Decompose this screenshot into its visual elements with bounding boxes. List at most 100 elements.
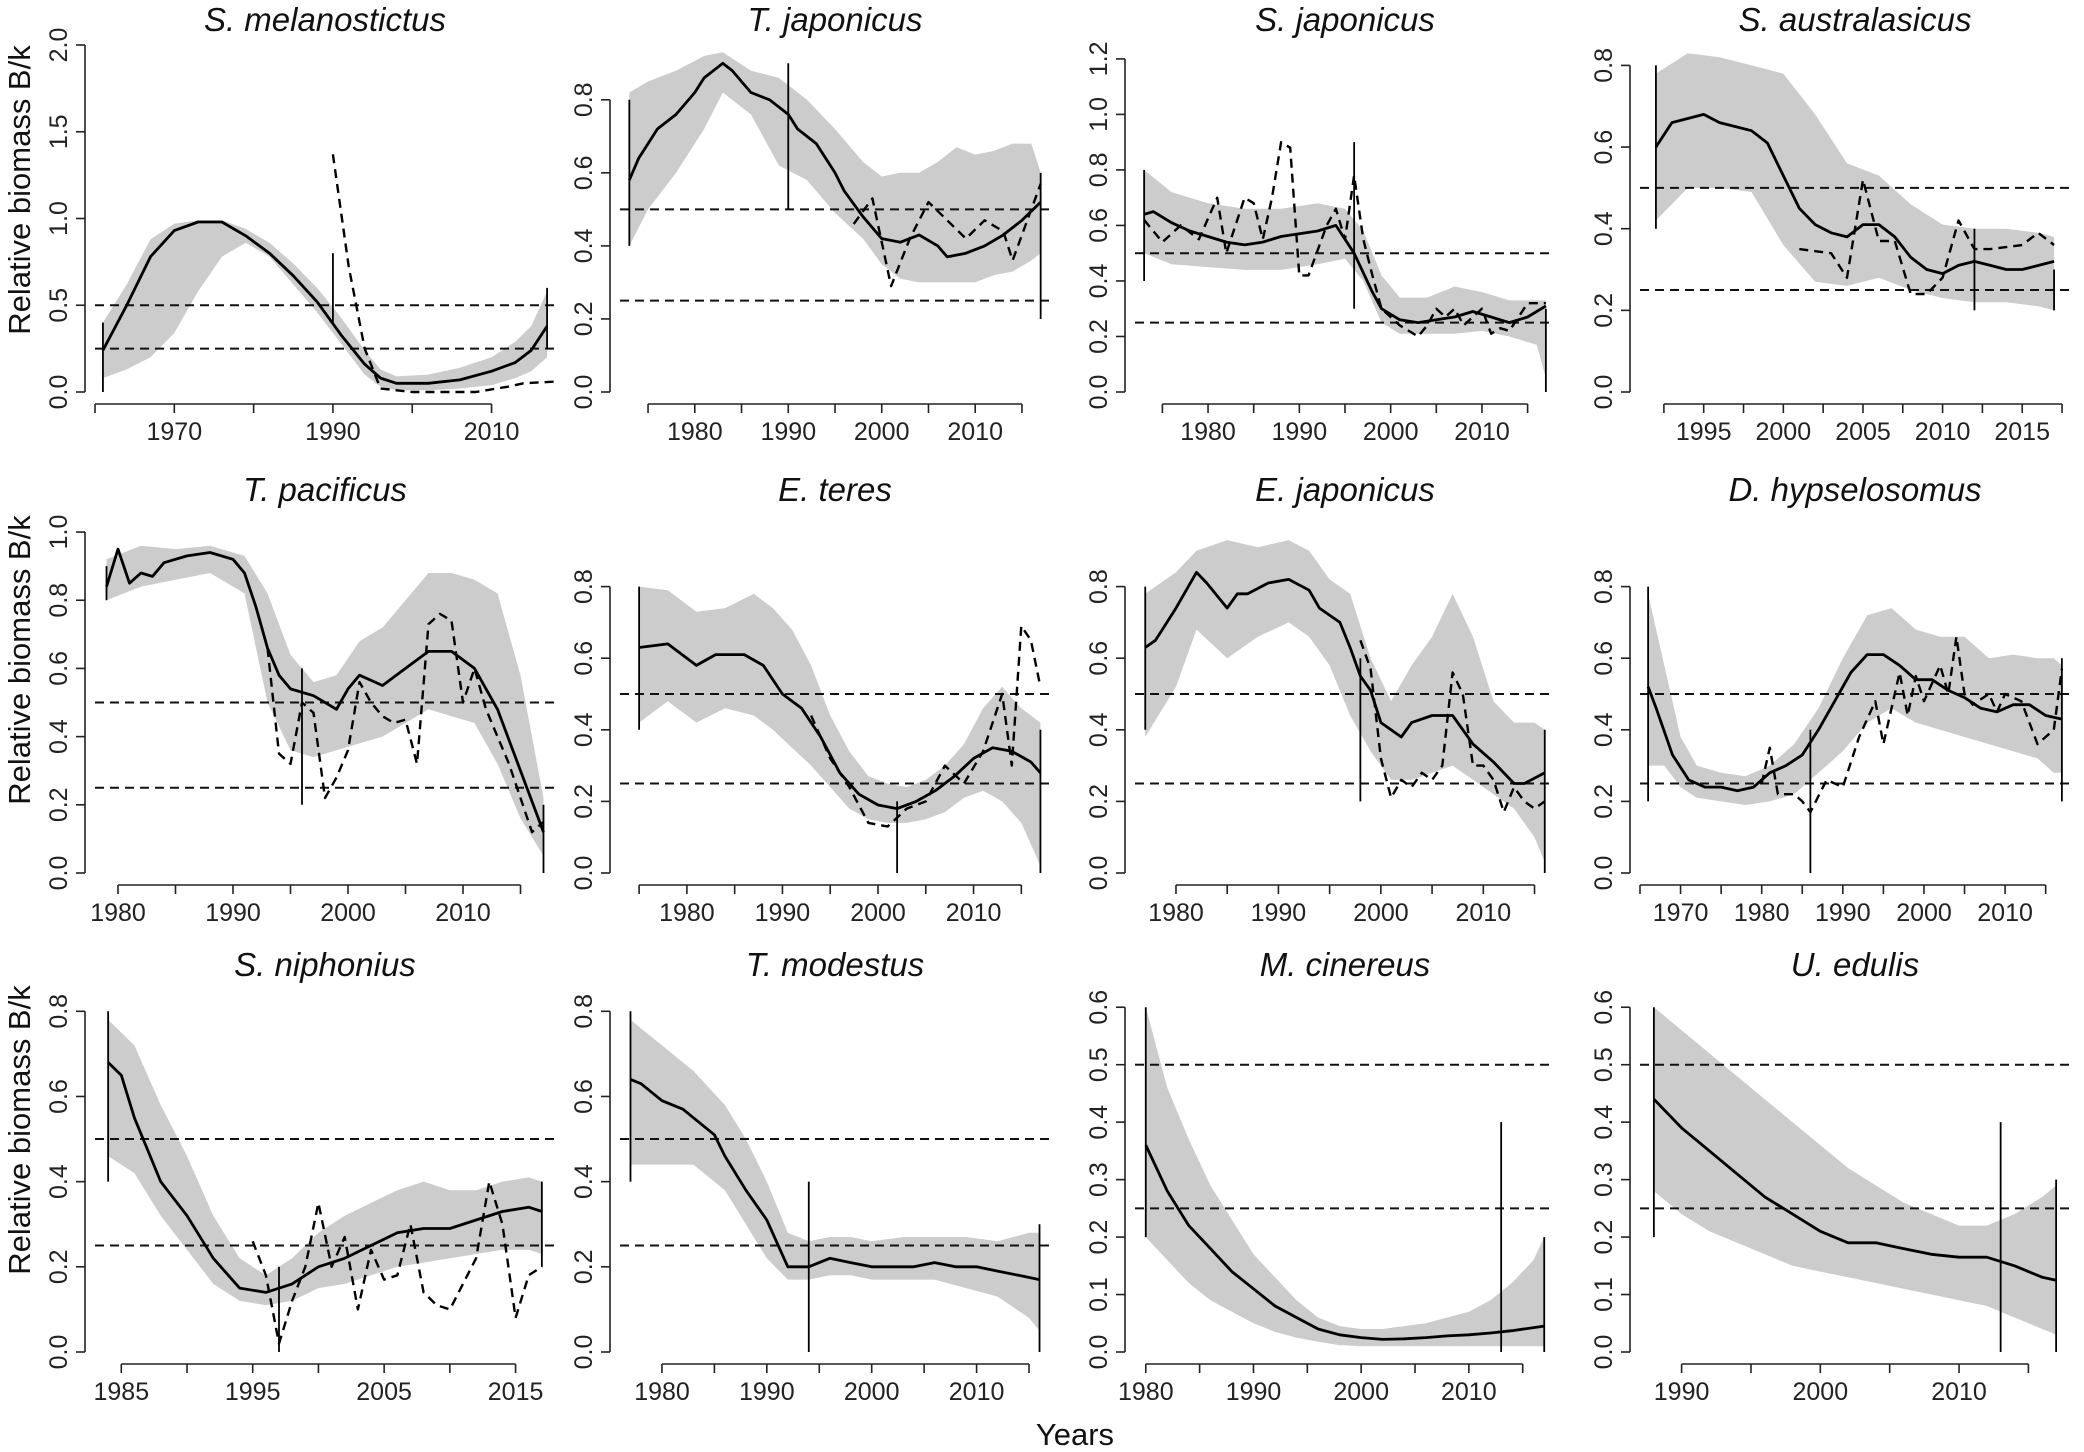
x-tick-label: 2000 (1792, 1378, 1848, 1406)
panel-4: 0.0 0.2 0.4 0.6 0.8 1995 2000 2005 2010 2015 S. au… (1590, 1, 2070, 446)
y-tick-label: 0.2 (1590, 1220, 1618, 1255)
biomass-series-line (1654, 113, 2055, 275)
biomass-series-line (1646, 653, 2063, 793)
y-tick-label: 0.0 (1590, 375, 1618, 410)
y-tick-label: 0.6 (1590, 641, 1618, 676)
y-tick-label: 0.4 (45, 719, 73, 754)
cpue-series-line (810, 624, 1042, 828)
confidence-band (629, 52, 1041, 283)
x-tick-label: 2010 (1441, 1378, 1497, 1406)
x-tick-label: 2010 (1931, 1378, 1987, 1406)
y-tick-label: 0.6 (570, 641, 598, 676)
y-tick-label: 0.2 (570, 784, 598, 819)
cpue-series-line (331, 154, 556, 394)
x-tick-label: 1995 (225, 1378, 281, 1406)
panel-title: T. modestus (746, 946, 925, 983)
y-tick-label: 0.0 (570, 375, 598, 410)
x-tick-label: 2000 (854, 418, 910, 446)
y-tick-label: 2.0 (45, 28, 73, 63)
confidence-band (1648, 593, 2062, 805)
y-tick-label: 0.4 (1590, 1105, 1618, 1140)
y-tick-label: 0.0 (1085, 856, 1113, 891)
y-tick-label: 0.4 (1085, 1105, 1113, 1140)
y-tick-label: 0.6 (45, 651, 73, 686)
x-tick-label: 2000 (1896, 899, 1952, 927)
y-tick-label: 0.2 (1085, 784, 1113, 819)
panel-title: S. niphonius (234, 946, 416, 983)
biomass-series-line (101, 220, 549, 385)
panel-1: 0.0 0.5 1.0 1.5 2.0 1970 1990 2010 S. melanostic… (45, 1, 556, 446)
x-tick-label: 2010 (1454, 418, 1510, 446)
cpue-series-line (251, 1180, 543, 1345)
y-axis-title-row-2: Relative biomass B/k (2, 515, 37, 805)
panel-title: S. australasicus (1739, 1, 1972, 38)
x-tick-label: 1980 (90, 899, 146, 927)
y-tick-label: 0.4 (1085, 712, 1113, 747)
y-tick-label: 0.0 (1590, 1335, 1618, 1370)
panel-12: 0.0 0.1 0.2 0.3 0.4 0.5 0.6 1990 2000 2010 U. edul… (1590, 946, 2070, 1406)
x-tick-label: 2000 (320, 899, 376, 927)
y-tick-label: 0.0 (45, 1335, 73, 1370)
y-tick-label: 0.4 (1590, 712, 1618, 747)
y-tick-label: 0.4 (570, 228, 598, 263)
y-tick-label: 0.5 (1085, 1047, 1113, 1082)
y-tick-label: 0.2 (570, 1249, 598, 1284)
x-tick-label: 1970 (1653, 899, 1709, 927)
x-tick-label: 2010 (464, 418, 520, 446)
y-tick-label: 0.0 (570, 856, 598, 891)
y-tick-label: 0.8 (1590, 48, 1618, 83)
y-tick-label: 0.8 (570, 994, 598, 1029)
y-tick-label: 0.8 (570, 569, 598, 604)
biomass-series-line (107, 1061, 543, 1294)
confidence-band (1653, 1007, 2057, 1335)
y-tick-label: 0.8 (1590, 569, 1618, 604)
x-tick-label: 2010 (1915, 418, 1971, 446)
y-tick-label: 0.4 (570, 1164, 598, 1199)
panel-title: E. japonicus (1255, 471, 1435, 508)
panel-title: E. teres (778, 471, 892, 508)
y-tick-label: 1.0 (45, 515, 73, 550)
y-tick-label: 0.1 (1085, 1277, 1113, 1312)
x-tick-label: 1970 (146, 418, 202, 446)
x-tick-label: 2010 (947, 418, 1003, 446)
y-tick-label: 0.2 (1590, 784, 1618, 819)
confidence-band (1144, 169, 1546, 379)
x-tick-label: 2010 (435, 899, 491, 927)
panel-title: S. melanostictus (204, 1, 446, 38)
confidence-band (1145, 1007, 1545, 1347)
x-tick-label: 1990 (755, 899, 811, 927)
y-tick-label: 0.0 (570, 1335, 598, 1370)
panel-title: M. cinereus (1260, 946, 1431, 983)
panel-6: 0.0 0.2 0.4 0.6 0.8 1980 1990 2000 2010 E. teres (570, 471, 1050, 927)
y-tick-label: 0.2 (45, 787, 73, 822)
y-tick-label: 0.0 (1590, 856, 1618, 891)
y-tick-label: 0.6 (570, 155, 598, 190)
cpue-series-line (1799, 178, 2055, 296)
panel-10: 0.0 0.2 0.4 0.6 0.8 1980 1990 2000 2010 T. modest… (570, 946, 1050, 1406)
x-tick-label: 1990 (1271, 418, 1327, 446)
x-tick-label: 1990 (1226, 1378, 1282, 1406)
x-tick-label: 2000 (1755, 418, 1811, 446)
y-tick-label: 0.6 (1085, 641, 1113, 676)
x-tick-label: 1990 (305, 418, 361, 446)
x-tick-label: 2005 (356, 1378, 412, 1406)
x-tick-label: 2005 (1835, 418, 1891, 446)
biomass-series-line (1144, 570, 1546, 785)
biomass-series-line (629, 1078, 1040, 1281)
x-tick-label: 2010 (1977, 899, 2033, 927)
x-tick-label: 1980 (1148, 899, 1204, 927)
y-tick-label: 1.0 (1085, 97, 1113, 132)
x-tick-label: 1980 (1118, 1378, 1174, 1406)
x-tick-label: 1990 (1251, 899, 1307, 927)
cpue-series-line (1143, 141, 1546, 338)
x-tick-label: 2010 (946, 899, 1002, 927)
x-tick-label: 1995 (1676, 418, 1732, 446)
y-tick-label: 0.4 (1590, 211, 1618, 246)
y-tick-label: 0.5 (45, 288, 73, 323)
x-tick-label: 1990 (739, 1378, 795, 1406)
y-tick-label: 0.0 (1085, 1335, 1113, 1370)
y-tick-label: 0.8 (45, 583, 73, 618)
x-tick-label: 1990 (760, 418, 816, 446)
y-tick-label: 0.6 (570, 1079, 598, 1114)
